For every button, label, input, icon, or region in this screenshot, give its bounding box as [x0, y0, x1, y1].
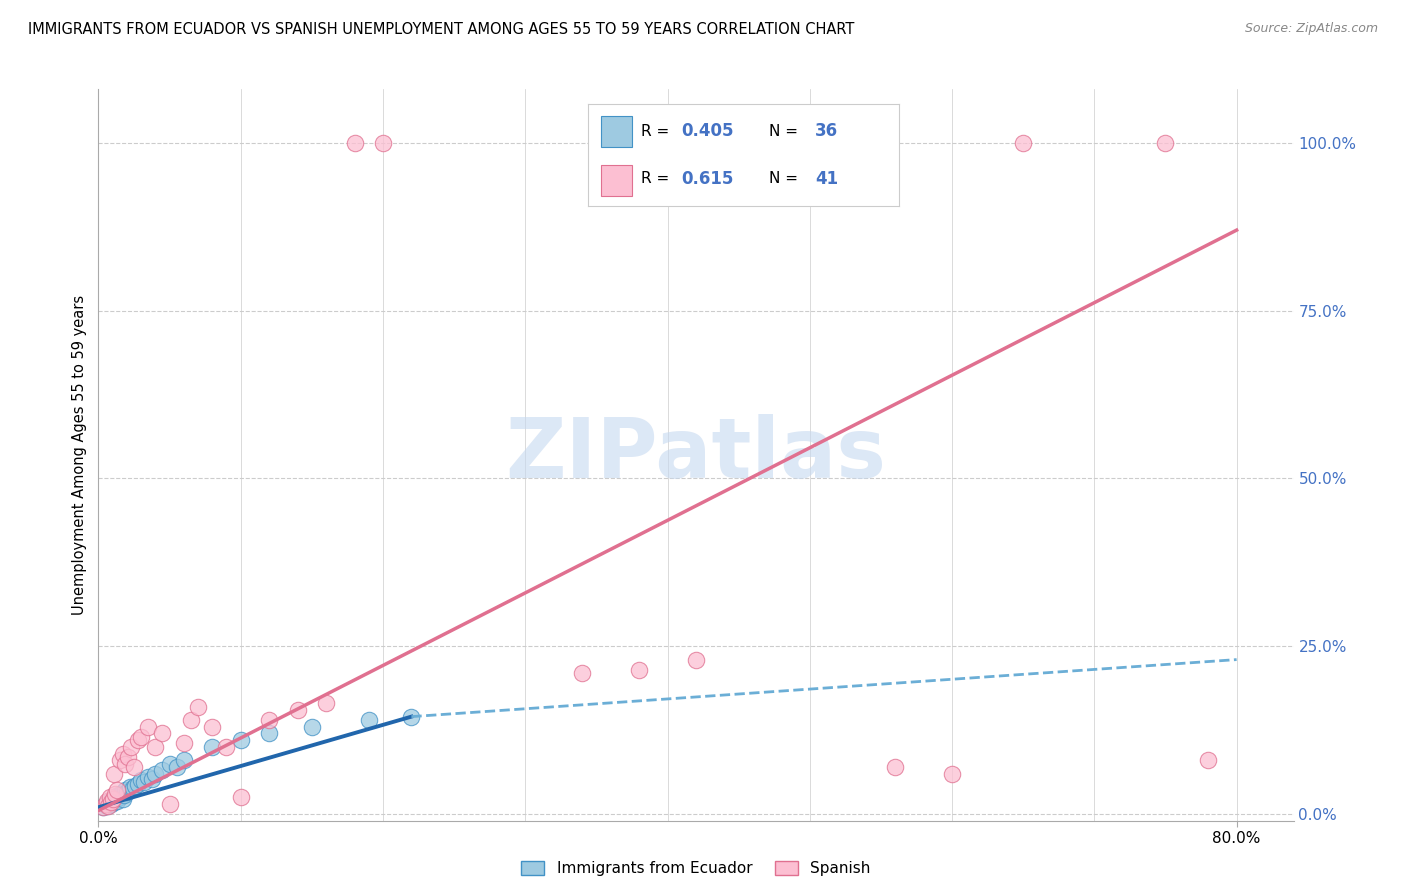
Point — [122, 760, 145, 774]
Point — [1154, 136, 1177, 150]
Point — [127, 733, 149, 747]
Point — [301, 720, 323, 734]
Point — [94, 797, 117, 811]
Point — [229, 790, 252, 805]
Point — [159, 756, 181, 771]
Point — [129, 773, 152, 788]
Point — [173, 753, 195, 767]
Text: IMMIGRANTS FROM ECUADOR VS SPANISH UNEMPLOYMENT AMONG AGES 55 TO 59 YEARS CORREL: IMMIGRANTS FROM ECUADOR VS SPANISH UNEMP… — [28, 22, 855, 37]
Point — [201, 739, 224, 754]
Point — [180, 713, 202, 727]
Point — [136, 770, 159, 784]
Point — [115, 785, 138, 799]
Point — [98, 790, 121, 805]
Point — [110, 787, 132, 801]
Point — [118, 780, 141, 794]
Point — [1012, 136, 1035, 150]
Point — [108, 790, 131, 805]
Point — [132, 774, 155, 789]
Point — [111, 792, 134, 806]
Legend: Immigrants from Ecuador, Spanish: Immigrants from Ecuador, Spanish — [515, 855, 877, 882]
Point — [129, 730, 152, 744]
Point — [136, 720, 159, 734]
Point — [120, 739, 142, 754]
Point — [357, 713, 380, 727]
Point — [105, 793, 128, 807]
Point — [884, 760, 907, 774]
Point — [143, 766, 166, 780]
Point — [287, 703, 309, 717]
Point — [401, 709, 423, 723]
Point — [371, 136, 394, 150]
Point — [257, 713, 280, 727]
Point — [173, 736, 195, 750]
Point — [159, 797, 181, 811]
Point — [101, 792, 124, 806]
Point — [96, 793, 118, 807]
Point — [187, 699, 209, 714]
Point — [628, 663, 651, 677]
Point — [257, 726, 280, 740]
Point — [91, 800, 114, 814]
Point — [100, 797, 122, 811]
Point — [96, 798, 118, 813]
Point — [152, 726, 174, 740]
Point — [315, 696, 337, 710]
Point — [152, 764, 174, 778]
Point — [229, 733, 252, 747]
Point — [124, 779, 146, 793]
Point — [97, 798, 120, 813]
Point — [685, 652, 707, 666]
Text: ZIPatlas: ZIPatlas — [506, 415, 886, 495]
Point — [98, 793, 121, 807]
Point — [100, 795, 122, 809]
Point — [94, 797, 117, 811]
Point — [105, 783, 128, 797]
Point — [112, 788, 135, 802]
Point — [103, 795, 125, 809]
Point — [114, 756, 136, 771]
Point — [141, 772, 163, 786]
Text: Source: ZipAtlas.com: Source: ZipAtlas.com — [1244, 22, 1378, 36]
Point — [941, 766, 963, 780]
Point — [117, 750, 139, 764]
Point — [104, 787, 127, 801]
Point — [215, 739, 238, 754]
Point — [91, 800, 114, 814]
Point — [127, 777, 149, 791]
Point — [143, 739, 166, 754]
Point — [107, 788, 129, 802]
Point — [571, 665, 593, 680]
Point — [201, 720, 224, 734]
Point — [101, 792, 124, 806]
Point — [1197, 753, 1219, 767]
Point — [103, 766, 125, 780]
Point — [104, 790, 127, 805]
Point — [114, 783, 136, 797]
Point — [166, 760, 188, 774]
Y-axis label: Unemployment Among Ages 55 to 59 years: Unemployment Among Ages 55 to 59 years — [72, 295, 87, 615]
Point — [343, 136, 366, 150]
Point — [111, 747, 134, 761]
Point — [108, 753, 131, 767]
Point — [97, 795, 120, 809]
Point — [121, 781, 143, 796]
